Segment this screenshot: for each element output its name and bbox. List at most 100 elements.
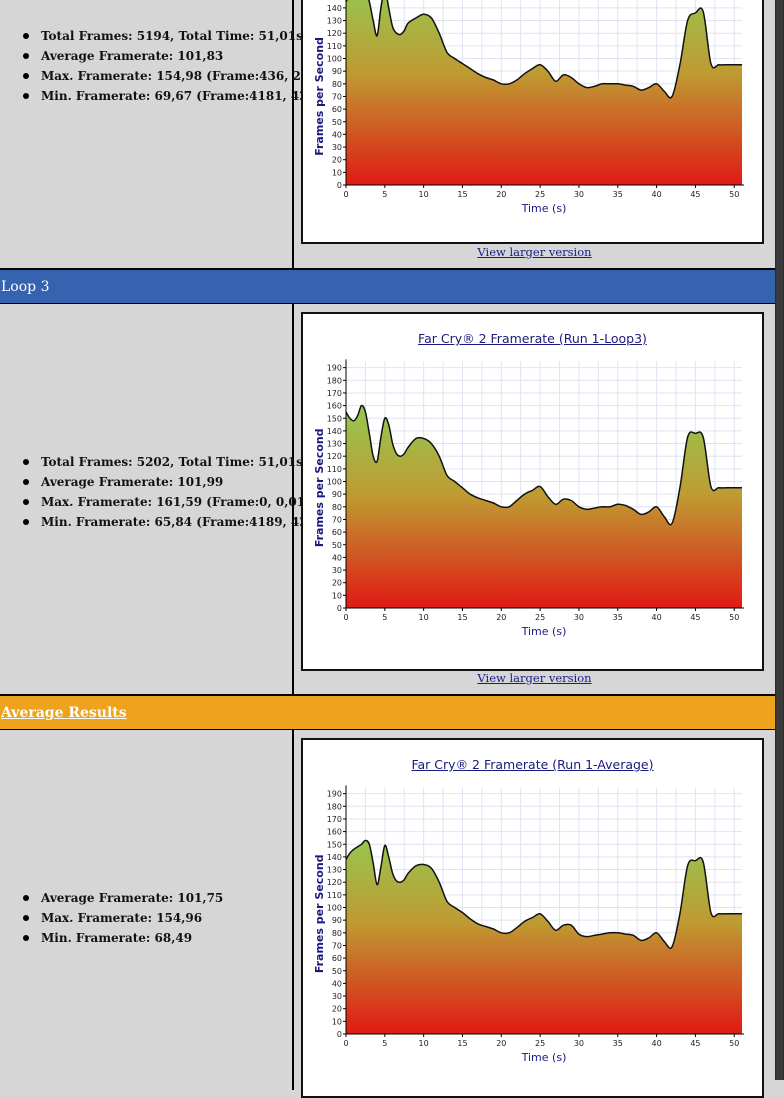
y-tick-label: 30 [332,143,342,152]
average-chart-cell: Far Cry® 2 Framerate (Run 1-Average) 0 10… [294,730,775,1098]
y-tick-label: 120 [327,452,342,461]
loop3-stats-cell: Total Frames: 5202, Total Time: 51,01s A… [0,304,341,694]
loop3-chart[interactable]: Far Cry® 2 Framerate (Run 1-Loop3) 0 10 20… [301,312,764,671]
y-axis-label: Frames per Second [313,37,326,156]
y-tick-label: 0 [337,604,342,613]
y-tick-label: 180 [327,802,342,811]
x-tick-label: 10 [419,1039,429,1048]
loop2-chart[interactable]: 0 10 20 30 40 50 60 70 80 90 100 110 120 130 140 0 5 10 15… [301,0,764,244]
y-tick-label: 130 [327,440,342,449]
y-tick-label: 160 [327,402,342,411]
x-tick-label: 45 [690,1039,700,1048]
loop3-row: Total Frames: 5202, Total Time: 51,01s A… [0,304,775,695]
y-tick-label: 20 [332,1005,342,1014]
y-tick-label: 110 [327,891,342,900]
x-tick-label: 30 [574,190,584,199]
x-tick-label: 40 [651,613,661,622]
x-tick-label: 50 [729,613,739,622]
x-tick-label: 20 [496,1039,506,1048]
y-tick-label: 140 [327,853,342,862]
y-tick-label: 70 [332,941,342,950]
y-axis-label: Frames per Second [313,428,326,547]
y-tick-label: 180 [327,376,342,385]
y-tick-label: 20 [332,156,342,165]
x-tick-label: 35 [613,190,623,199]
x-tick-label: 40 [651,190,661,199]
y-tick-label: 100 [327,478,342,487]
x-axis-label: Time (s) [521,1051,567,1064]
y-tick-label: 140 [327,4,342,13]
x-tick-label: 40 [651,1039,661,1048]
y-tick-label: 130 [327,866,342,875]
y-tick-label: 90 [332,916,342,925]
average-min-framerate: Min. Framerate: 68,49 [22,928,223,948]
x-tick-label: 50 [729,1039,739,1048]
x-tick-label: 25 [535,613,545,622]
y-tick-label: 100 [327,55,342,64]
loop2-chart-svg: 0 10 20 30 40 50 60 70 80 90 100 110 120 130 140 0 5 10 15… [313,0,744,215]
average-chart[interactable]: Far Cry® 2 Framerate (Run 1-Average) 0 10… [301,738,764,1098]
average-framerate: Average Framerate: 101,75 [22,888,223,908]
average-max-framerate: Max. Framerate: 154,96 [22,908,223,928]
y-tick-label: 190 [327,364,342,373]
y-tick-label: 30 [332,992,342,1001]
loop3-view-larger-link[interactable]: View larger version [477,671,592,685]
y-tick-label: 80 [332,503,342,512]
y-tick-label: 80 [332,929,342,938]
loop3-total-frames: Total Frames: 5202, Total Time: 51,01s [22,452,341,472]
y-tick-label: 170 [327,389,342,398]
loop2-view-larger-link[interactable]: View larger version [477,245,592,259]
y-tick-label: 0 [337,181,342,190]
average-row: Average Framerate: 101,75 Max. Framerate… [0,730,775,1098]
framerate-line [345,404,742,526]
average-chart-title[interactable]: Far Cry® 2 Framerate (Run 1-Average) [411,757,654,772]
x-tick-label: 45 [690,190,700,199]
loop2-total-frames: Total Frames: 5194, Total Time: 51,01s [22,26,341,46]
x-axis-label: Time (s) [521,202,567,215]
loop3-min-framerate: Min. Framerate: 65,84 (Frame:4189, 42,09… [22,512,341,532]
loop3-stats-list: Total Frames: 5202, Total Time: 51,01s A… [22,452,341,532]
y-tick-label: 80 [332,80,342,89]
y-tick-label: 160 [327,828,342,837]
y-tick-label: 150 [327,840,342,849]
y-axis-label: Frames per Second [313,854,326,973]
y-tick-label: 90 [332,490,342,499]
loop2-min-framerate: Min. Framerate: 69,67 (Frame:4181, 42,09… [22,86,341,106]
y-tick-label: 110 [327,42,342,51]
page-scrollbar[interactable] [775,0,784,1080]
loop2-stats-list: Total Frames: 5194, Total Time: 51,01s A… [22,26,341,106]
y-tick-label: 10 [332,1017,342,1026]
x-tick-label: 50 [729,190,739,199]
loop3-chart-svg: 0102030405060708090100110120130140150160… [313,359,744,638]
x-tick-label: 5 [382,190,387,199]
x-tick-label: 5 [382,613,387,622]
y-tick-label: 110 [327,465,342,474]
y-tick-label: 120 [327,878,342,887]
x-tick-label: 35 [613,1039,623,1048]
loop2-chart-cell: 0 10 20 30 40 50 60 70 80 90 100 110 120 130 140 0 5 10 15… [294,0,775,268]
x-axis-label: Time (s) [521,625,567,638]
average-results-header: Average Results [0,695,775,730]
loop3-chart-title[interactable]: Far Cry® 2 Framerate (Run 1-Loop3) [418,331,647,346]
y-tick-label: 10 [332,591,342,600]
y-tick-label: 190 [327,790,342,799]
y-tick-label: 0 [337,1030,342,1039]
average-stats-cell: Average Framerate: 101,75 Max. Framerate… [0,730,294,1090]
y-tick-label: 40 [332,130,342,139]
x-tick-label: 5 [382,1039,387,1048]
scrollbar-thumb[interactable] [776,0,783,1080]
y-tick-label: 60 [332,528,342,537]
loop2-average-framerate: Average Framerate: 101,83 [22,46,341,66]
y-tick-label: 120 [327,29,342,38]
x-tick-label: 20 [496,613,506,622]
framerate-line [345,0,742,99]
loop2-stats-cell: Total Frames: 5194, Total Time: 51,01s A… [0,0,341,268]
x-tick-label: 30 [574,1039,584,1048]
y-tick-label: 60 [332,105,342,114]
average-results-link[interactable]: Average Results [1,705,127,721]
framerate-line [345,839,742,949]
loop2-max-framerate: Max. Framerate: 154,98 (Frame:436, 2,90s… [22,66,341,86]
average-stats-list: Average Framerate: 101,75 Max. Framerate… [22,888,223,948]
y-tick-label: 30 [332,566,342,575]
y-tick-label: 70 [332,92,342,101]
